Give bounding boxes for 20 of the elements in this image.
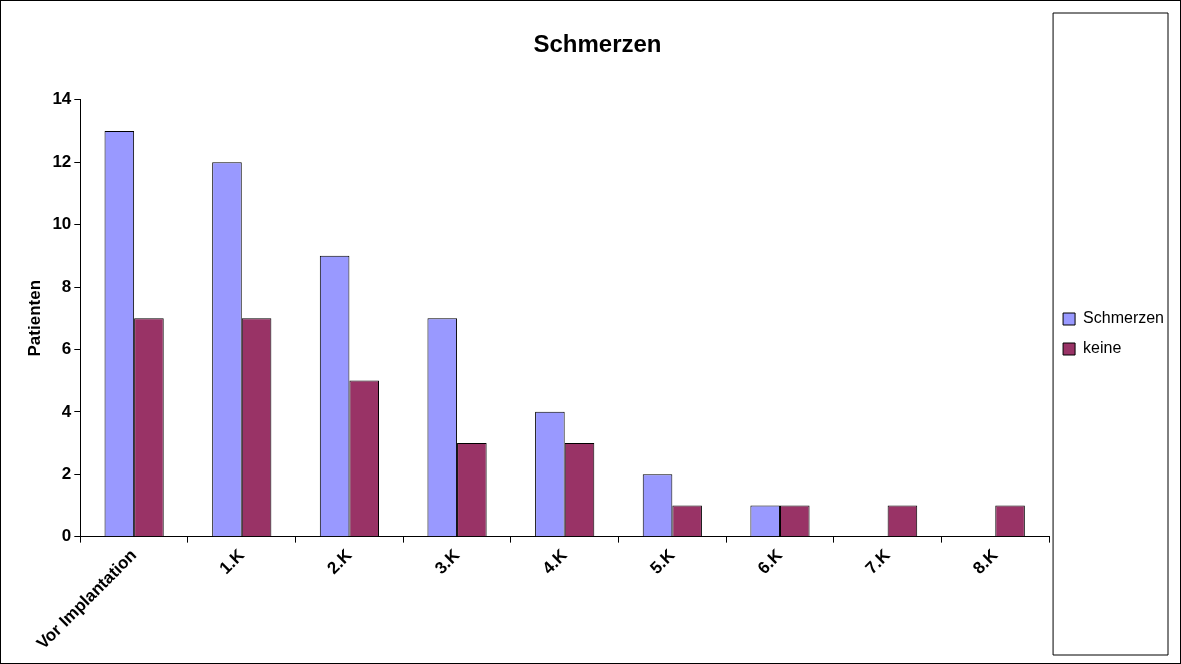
x-tick-label: 4.K: [538, 545, 572, 578]
y-tick-label: 14: [52, 89, 72, 109]
y-tick-label: 6: [61, 339, 72, 359]
y-tick-label: 4: [61, 401, 72, 421]
x-tick-label: 7.K: [861, 545, 895, 578]
x-tick-label: 2.K: [323, 545, 357, 578]
legend-label: keine: [1083, 339, 1122, 357]
x-tick-label: 1.K: [215, 545, 249, 578]
y-axis-title: Patienten: [24, 279, 44, 357]
y-tick-label: 12: [52, 151, 72, 171]
y-tick-label: 2: [61, 463, 72, 483]
x-tick-label: 5.K: [646, 545, 679, 578]
y-tick-label: 10: [52, 214, 72, 234]
x-tick-label: 6.K: [753, 545, 787, 578]
legend-label: Schmerzen: [1083, 309, 1164, 327]
y-tick-label: 8: [61, 276, 72, 296]
chart-title: Schmerzen: [533, 30, 662, 58]
y-tick-label: 0: [61, 526, 72, 546]
x-tick-label: 8.K: [969, 545, 1002, 578]
x-tick-label: 3.K: [431, 545, 464, 578]
